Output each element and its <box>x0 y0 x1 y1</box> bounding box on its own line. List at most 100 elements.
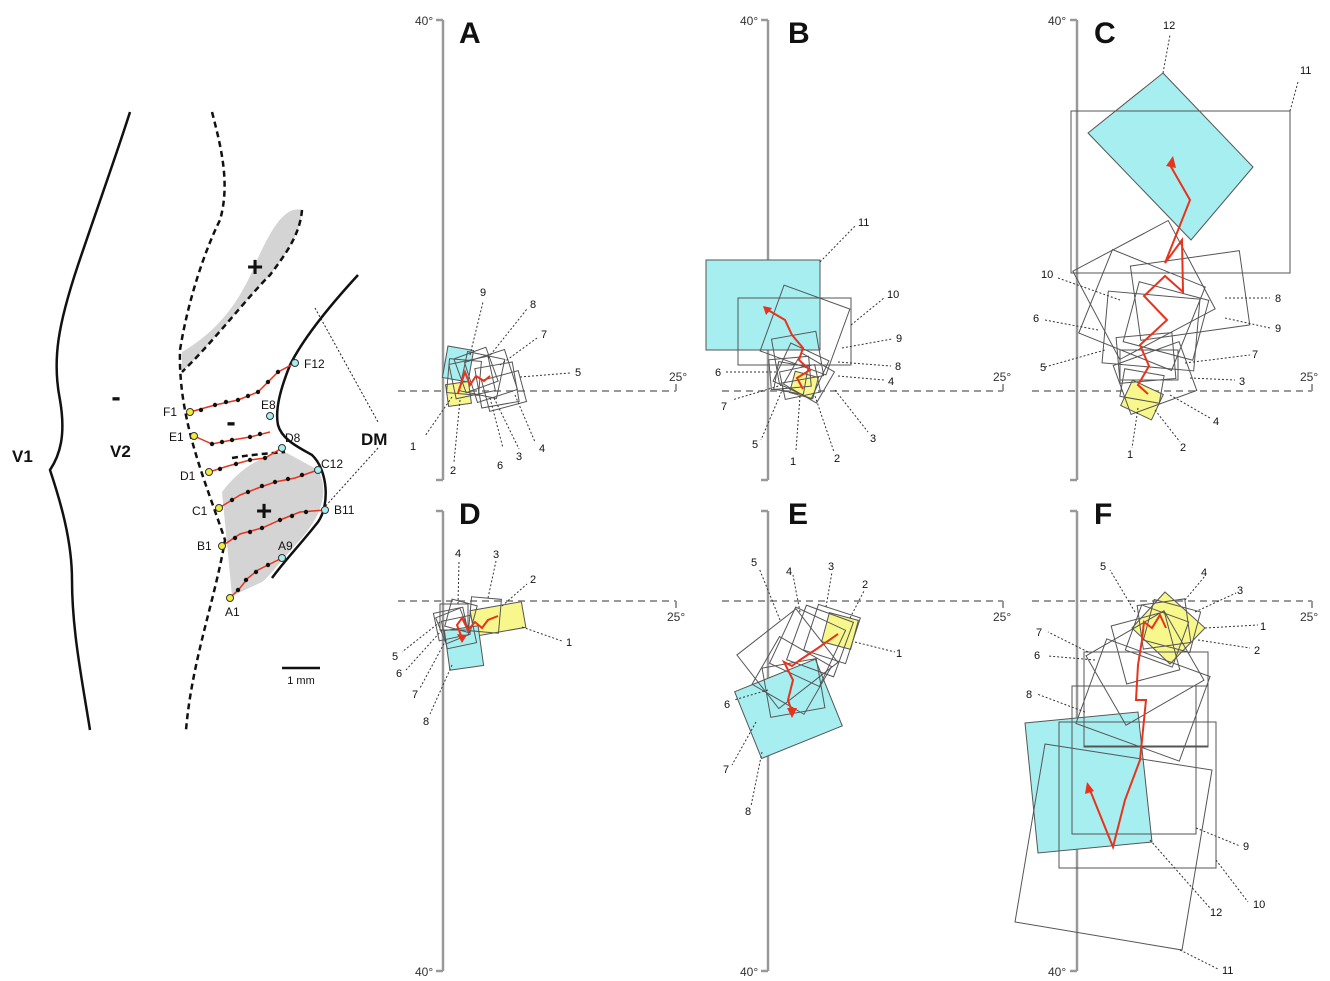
gray-region-upper <box>182 209 302 372</box>
field-labels-d: 1 2 3 4 5 6 7 8 <box>392 548 572 728</box>
dm-border <box>270 274 359 579</box>
trajectory-c-arrowhead <box>1166 156 1176 168</box>
site-label-a1: A1 <box>225 605 240 619</box>
trajectory-d-arrowhead <box>457 634 467 643</box>
svg-text:11: 11 <box>1300 65 1311 77</box>
field-labels-b: 1 2 3 4 5 6 7 8 9 10 11 <box>715 217 902 468</box>
site-label-f1: F1 <box>163 405 177 419</box>
limit-label-top: 40° <box>1048 14 1066 28</box>
field-labels-c: 1 2 3 4 5 6 7 8 9 10 11 12 <box>1033 20 1311 461</box>
panel-letter-c: C <box>1094 17 1116 50</box>
site-label-e8: E8 <box>261 398 276 412</box>
svg-text:7: 7 <box>412 689 418 701</box>
svg-text:12: 12 <box>1210 907 1222 919</box>
panel-d: 40° 25° D 1 2 3 4 5 6 7 8 <box>392 498 685 979</box>
v2-label: V2 <box>110 442 131 461</box>
field-labels-f: 1 2 3 4 5 6 7 8 9 10 11 12 <box>1026 561 1266 977</box>
field-labels-e: 1 2 3 4 5 6 7 8 <box>723 557 902 818</box>
svg-text:5: 5 <box>1040 362 1046 374</box>
field-leaders-c <box>1044 34 1299 449</box>
svg-text:4: 4 <box>539 443 545 455</box>
svg-text:5: 5 <box>392 651 398 663</box>
site-label-d8: D8 <box>285 431 301 445</box>
field-leaders-b <box>726 224 893 453</box>
panel-e: 40° 25° E 1 2 3 4 5 6 7 8 <box>722 498 1011 979</box>
svg-text:7: 7 <box>1036 627 1042 639</box>
limit-label-right: 25° <box>993 370 1011 384</box>
svg-text:3: 3 <box>828 561 834 573</box>
scale-bar-label: 1 mm <box>287 675 315 687</box>
panel-a: 40° 25° A 1 2 3 4 5 6 7 <box>398 14 687 482</box>
svg-text:7: 7 <box>1252 349 1258 361</box>
limit-label-top: 40° <box>415 14 433 28</box>
svg-text:7: 7 <box>721 401 727 413</box>
receptive-field-outlines <box>1072 219 1251 416</box>
penetration-dots <box>198 369 309 593</box>
panel-letter-a: A <box>459 17 481 50</box>
svg-text:12: 12 <box>1163 20 1175 32</box>
trajectory-e <box>781 633 839 713</box>
cortical-map: V1 V2 DM + - - + F1 F12 E1 E8 D1 D8 C1 C… <box>12 111 387 731</box>
field-leaders-e <box>731 567 896 807</box>
receptive-field-12 <box>1087 72 1254 241</box>
svg-text:9: 9 <box>896 333 902 345</box>
trajectory-d <box>455 615 499 639</box>
panel-letter-b: B <box>788 17 810 50</box>
svg-text:8: 8 <box>745 806 751 818</box>
svg-text:10: 10 <box>1253 899 1265 911</box>
svg-text:7: 7 <box>541 329 547 341</box>
svg-text:1: 1 <box>896 648 902 660</box>
plus-sign-lower: + <box>256 495 272 526</box>
svg-text:2: 2 <box>1254 645 1260 657</box>
plus-sign-upper: + <box>247 251 263 282</box>
receptive-field-outlines <box>736 603 861 718</box>
limit-label-top: 40° <box>740 14 758 28</box>
svg-text:8: 8 <box>530 299 536 311</box>
svg-text:7: 7 <box>723 764 729 776</box>
svg-text:3: 3 <box>1239 376 1245 388</box>
svg-text:10: 10 <box>887 289 899 301</box>
svg-text:2: 2 <box>450 465 456 477</box>
limit-label-right: 25° <box>667 610 685 624</box>
svg-text:9: 9 <box>1275 323 1281 335</box>
svg-text:2: 2 <box>862 579 868 591</box>
site-label-f12: F12 <box>304 357 325 371</box>
site-label-a9: A9 <box>278 539 293 553</box>
svg-text:3: 3 <box>870 433 876 445</box>
svg-text:1: 1 <box>1127 449 1133 461</box>
v2-border-dashed <box>178 111 227 731</box>
panel-letter-e: E <box>788 498 808 531</box>
svg-text:2: 2 <box>530 574 536 586</box>
svg-text:9: 9 <box>1243 841 1249 853</box>
svg-text:4: 4 <box>1213 416 1219 428</box>
limit-label-right: 25° <box>993 610 1011 624</box>
site-label-c1: C1 <box>192 504 208 518</box>
svg-text:1: 1 <box>410 441 416 453</box>
svg-text:6: 6 <box>1033 313 1039 325</box>
svg-text:8: 8 <box>1275 293 1281 305</box>
svg-text:4: 4 <box>888 376 894 388</box>
svg-text:9: 9 <box>480 287 486 299</box>
svg-text:6: 6 <box>1034 650 1040 662</box>
receptive-field-outlines <box>1014 598 1217 951</box>
svg-text:2: 2 <box>834 453 840 465</box>
site-label-b11: B11 <box>334 503 355 517</box>
svg-text:5: 5 <box>752 439 758 451</box>
panel-letter-d: D <box>459 498 481 531</box>
site-label-d1: D1 <box>180 469 196 483</box>
dm-label: DM <box>361 430 387 449</box>
svg-text:3: 3 <box>493 549 499 561</box>
svg-text:6: 6 <box>396 668 402 680</box>
panel-b: 40° 25° B 1 2 3 4 <box>705 14 1011 482</box>
last-sites <box>266 359 329 562</box>
svg-text:6: 6 <box>724 699 730 711</box>
trajectory-f <box>1089 612 1167 851</box>
field-labels-a: 1 2 3 4 5 6 7 8 9 <box>410 287 581 477</box>
panel-letter-f: F <box>1094 498 1112 531</box>
field-leaders-d <box>401 560 563 715</box>
svg-text:8: 8 <box>1026 689 1032 701</box>
trajectory-e-arrowhead <box>787 708 797 718</box>
limit-label-right: 25° <box>1300 370 1318 384</box>
svg-text:3: 3 <box>516 451 522 463</box>
svg-text:8: 8 <box>895 361 901 373</box>
